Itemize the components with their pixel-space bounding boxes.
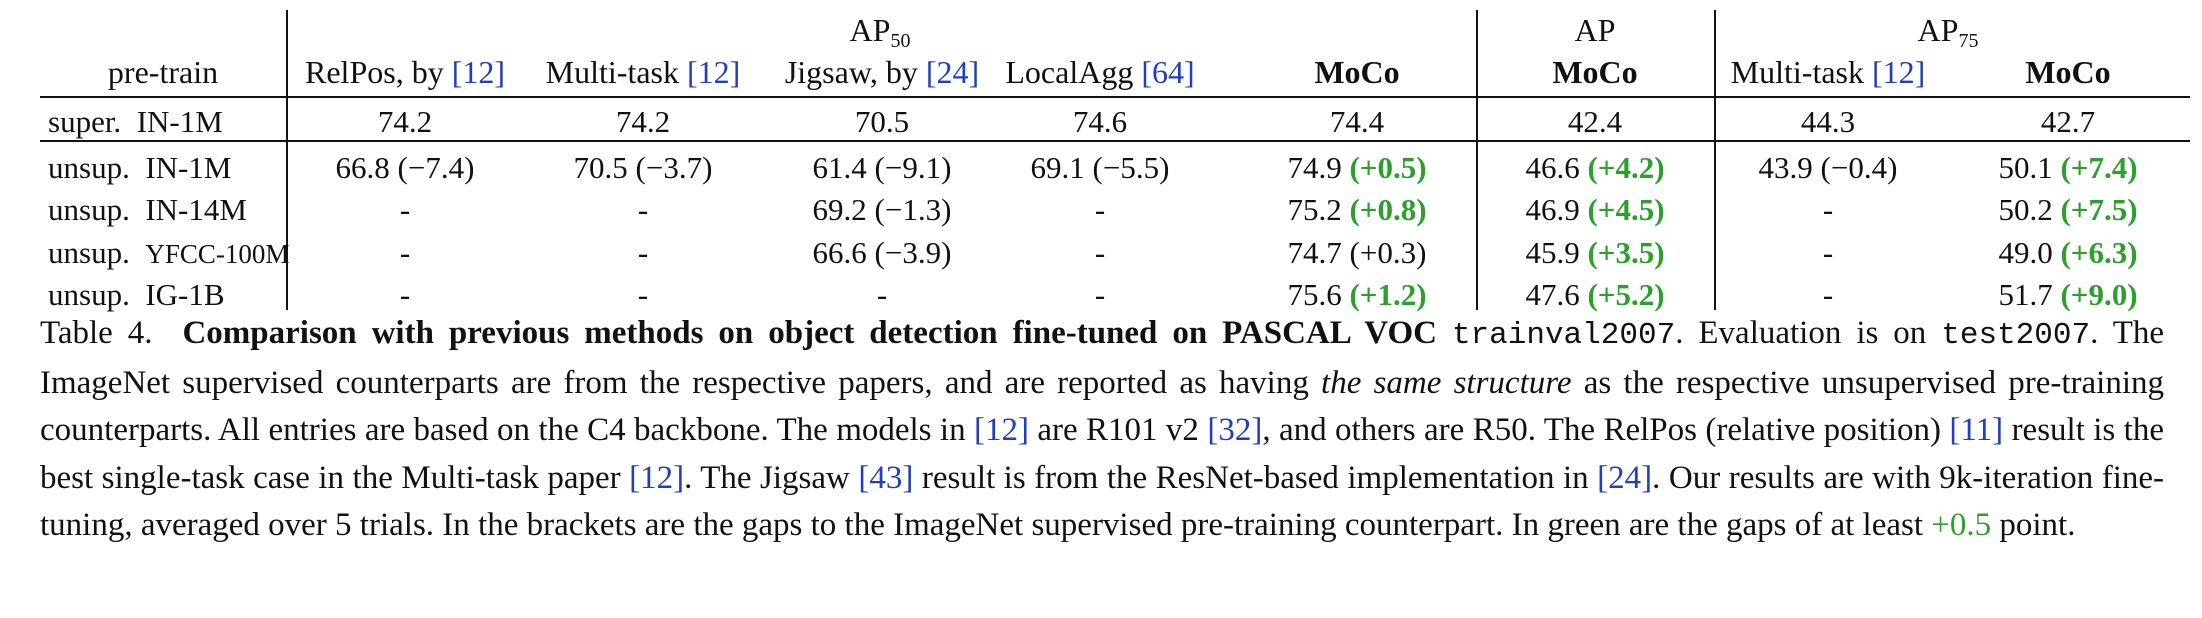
table-cell: 46.9 (+4.5) (1525, 192, 1665, 227)
table-cell: 61.4 (−9.1) (812, 150, 952, 185)
table-cell: - (1094, 192, 1106, 227)
caption-title: Comparison with previous methods on obje… (182, 315, 1437, 351)
table-cell: 69.2 (−1.3) (812, 192, 952, 227)
group-header-ap: AP (1574, 12, 1616, 48)
table-cell: - (1822, 235, 1834, 270)
row-label: super. IN-1M (48, 104, 223, 139)
table-mid-rule (40, 140, 2190, 142)
caption-green-value: +0.5 (1931, 507, 1992, 543)
table-cell: 66.8 (−7.4) (335, 150, 475, 185)
table-cell: 49.0 (+6.3) (1998, 235, 2138, 270)
col-header-moco-ap: MoCo (1552, 54, 1638, 90)
table-cell: - (399, 192, 411, 227)
col-header-multitask-ap75: Multi-task [12] (1730, 54, 1926, 90)
table-cell: - (1094, 235, 1106, 270)
table-cell: 42.4 (1567, 104, 1623, 139)
table-cell: 46.6 (+4.2) (1525, 150, 1665, 185)
col-header-relpos: RelPos, by [12] (305, 54, 505, 90)
group-header-ap75: AP75 (1917, 12, 1979, 52)
table-vline-ap (1714, 10, 1716, 310)
col-header-moco-ap75: MoCo (2025, 54, 2111, 90)
table-cell: 66.6 (−3.9) (812, 235, 952, 270)
ref-link[interactable]: [12] (1872, 54, 1926, 90)
ref-link[interactable]: [12] (451, 54, 505, 90)
table-cell: 74.4 (1329, 104, 1385, 139)
table-cell: 74.9 (+0.5) (1287, 150, 1427, 185)
col-header-moco-ap50: MoCo (1314, 54, 1400, 90)
table-cell: 50.1 (+7.4) (1998, 150, 2138, 185)
table-cell: 51.7 (+9.0) (1998, 277, 2138, 312)
row-label: unsup. YFCC-100M (48, 235, 290, 270)
table-cell: 69.1 (−5.5) (1030, 150, 1170, 185)
caption-italic: the same structure (1321, 364, 1572, 401)
ref-link[interactable]: [32] (1207, 412, 1263, 448)
table-cell: 43.9 (−0.4) (1758, 150, 1898, 185)
row-label: unsup. IN-1M (48, 150, 232, 185)
table-vline-pretrain (286, 10, 288, 310)
table-cell: - (876, 277, 888, 312)
table-cell: 50.2 (+7.5) (1998, 192, 2138, 227)
col-header-multitask: Multi-task [12] (545, 54, 741, 90)
table-cell: 74.2 (377, 104, 433, 139)
ref-link[interactable]: [43] (858, 459, 914, 496)
table-top-rule (40, 96, 2190, 98)
table-cell: - (637, 277, 649, 312)
table-cell: 74.2 (615, 104, 671, 139)
table-cell: - (1094, 277, 1106, 312)
table-cell: 70.5 (−3.7) (573, 150, 713, 185)
row-label: unsup. IG-1B (48, 277, 225, 312)
group-header-ap50: AP50 (849, 12, 911, 52)
col-header-jigsaw: Jigsaw, by [24] (784, 54, 980, 90)
ref-link[interactable]: [12] (629, 459, 685, 496)
table-cell: 44.3 (1800, 104, 1856, 139)
ref-link[interactable]: [11] (1949, 412, 2004, 448)
ref-link[interactable]: [64] (1141, 54, 1195, 90)
col-header-pretrain: pre-train (107, 54, 219, 90)
table-cell: 70.5 (854, 104, 910, 139)
table-vline-ap50 (1476, 10, 1478, 310)
caption-trainval: trainval2007 (1451, 318, 1676, 353)
table-cell: 74.7 (+0.3) (1287, 235, 1427, 270)
col-header-localagg: LocalAgg [64] (1005, 54, 1195, 90)
table-cell: - (1822, 277, 1834, 312)
ref-link[interactable]: [12] (973, 412, 1029, 448)
table-caption: Table 4. Comparison with previous method… (40, 315, 2165, 543)
caption-label: Table 4. (40, 315, 153, 351)
table-cell: - (637, 235, 649, 270)
caption-test: test2007 (1941, 318, 2091, 353)
table-cell: - (399, 277, 411, 312)
table-cell: - (399, 235, 411, 270)
table-cell: 42.7 (2040, 104, 2096, 139)
row-label: unsup. IN-14M (48, 192, 247, 227)
table-cell: 45.9 (+3.5) (1525, 235, 1665, 270)
table-cell: 75.6 (+1.2) (1287, 277, 1427, 312)
ref-link[interactable]: [24] (1597, 459, 1653, 496)
ref-link[interactable]: [12] (687, 54, 741, 90)
table-cell: - (1822, 192, 1834, 227)
table-cell: 75.2 (+0.8) (1287, 192, 1427, 227)
ref-link[interactable]: [24] (925, 54, 980, 90)
table-cell: 74.6 (1072, 104, 1128, 139)
table-cell: - (637, 192, 649, 227)
table-cell: 47.6 (+5.2) (1525, 277, 1665, 312)
